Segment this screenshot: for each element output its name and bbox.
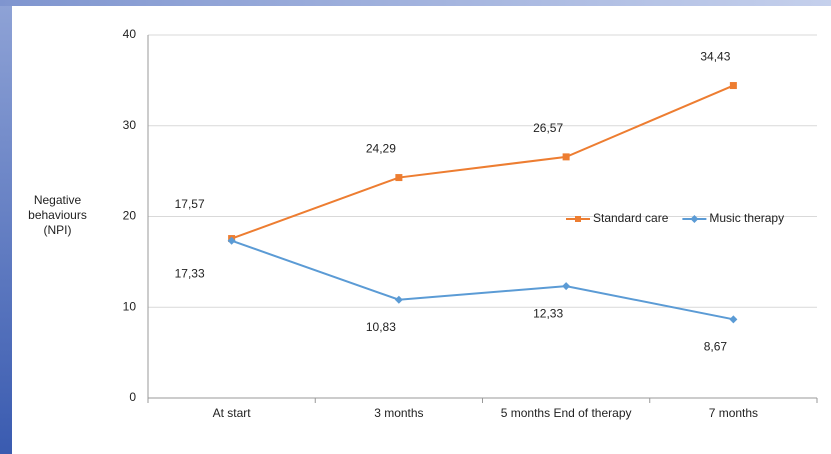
marker — [729, 82, 737, 90]
y-tick-label: 40 — [123, 27, 137, 41]
marker — [729, 315, 738, 324]
side-strip — [0, 0, 12, 454]
data-label: 17,33 — [175, 267, 205, 281]
y-axis-label: Negative behaviours (NPI) — [28, 193, 87, 237]
x-label-box: 5 months End of therapy — [500, 406, 632, 420]
marker — [562, 153, 570, 161]
data-label: 17,57 — [175, 197, 205, 211]
y-tick-label: 30 — [123, 118, 137, 132]
marker — [395, 174, 403, 182]
y-tick-label: 20 — [123, 209, 137, 223]
data-label: 12,33 — [533, 306, 563, 320]
data-label: 8,67 — [704, 339, 728, 353]
data-label: 24,29 — [366, 142, 396, 156]
x-tick-label: At start — [212, 406, 251, 420]
marker — [562, 282, 571, 291]
y-tick-label: 10 — [123, 299, 137, 313]
y-label-box: Negative behaviours (NPI) — [28, 193, 87, 237]
legend-marker — [575, 216, 581, 222]
x-label-box: 7 months — [708, 406, 759, 420]
marker — [227, 236, 236, 245]
y-tick-label: 0 — [129, 390, 136, 404]
legend-marker — [690, 215, 699, 223]
marker — [394, 295, 403, 304]
top-strip — [0, 0, 831, 6]
legend-label: Standard care — [593, 211, 669, 225]
data-label: 26,57 — [533, 121, 563, 135]
legend-label: Music therapy — [709, 211, 784, 225]
data-label: 34,43 — [700, 50, 730, 64]
x-label-box: 3 months — [374, 406, 424, 420]
x-tick-label: 5 months End of therapy — [500, 406, 632, 420]
x-label-box: At start — [212, 406, 251, 420]
x-tick-label: 7 months — [708, 406, 759, 420]
line-series — [231, 84, 734, 240]
line-series — [231, 239, 734, 321]
x-tick-label: 3 months — [374, 406, 424, 420]
data-label: 10,83 — [366, 320, 396, 334]
